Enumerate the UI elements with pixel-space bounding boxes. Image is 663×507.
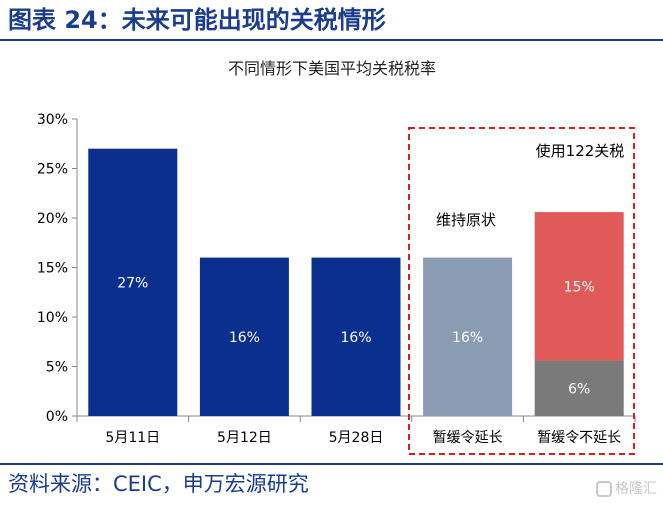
- annotations: 使用122关税 维持原状: [408, 127, 635, 455]
- bar-segment: [423, 257, 513, 416]
- x-tick-label: 5月28日: [329, 430, 384, 446]
- axes: 0% 5% 10% 15% 20% 25% 30% 5月11日 5月12日 5月28日 暂缓令延长 暂…: [37, 112, 636, 446]
- bar-segment: [199, 257, 289, 416]
- bar-segment: [88, 148, 178, 416]
- x-tick-label: 5月11日: [105, 430, 160, 446]
- figure-title: 图表 24：未来可能出现的关税情形: [8, 6, 386, 34]
- watermark-logo-icon: [596, 481, 612, 497]
- y-tick-label: 5%: [46, 360, 68, 376]
- x-tick-label: 暂缓令延长: [433, 430, 503, 446]
- bar-segment: [534, 360, 624, 416]
- watermark-text: 格隆汇: [615, 481, 657, 497]
- x-tick-label: 5月12日: [217, 430, 272, 446]
- scenario-dashed-box: [408, 127, 635, 455]
- y-tick-label: 10%: [37, 310, 68, 326]
- y-tick-label: 25%: [37, 162, 68, 178]
- y-tick-label: 0%: [46, 409, 68, 425]
- y-tick-label: 15%: [37, 261, 68, 277]
- y-tick-label: 30%: [37, 112, 68, 128]
- bar-chart: 不同情形下美国平均关税税率 0% 5% 10% 15% 20% 25% 30% 5月11日 5月…: [37, 59, 636, 455]
- watermark: 格隆汇: [596, 477, 657, 501]
- bar-segment: [311, 257, 401, 416]
- source-note: 资料来源：CEIC，申万宏源研究: [8, 472, 309, 496]
- y-tick-label: 20%: [37, 211, 68, 227]
- source-rule: [0, 463, 663, 465]
- data-label: 16%: [340, 330, 371, 346]
- data-label: 15%: [564, 279, 595, 295]
- bars: 27% 16% 16% 16% 6% 15%: [88, 148, 624, 416]
- bar-segment: [534, 212, 624, 361]
- x-tick-label: 暂缓令不延长: [537, 430, 621, 446]
- annotation-use-122-tariff: 使用122关税: [536, 142, 625, 160]
- chart-title: 不同情形下美国平均关税税率: [228, 59, 436, 78]
- data-label: 27%: [117, 275, 148, 291]
- title-rule: [0, 39, 663, 41]
- data-label: 16%: [452, 330, 483, 346]
- data-label: 6%: [568, 381, 590, 397]
- annotation-maintain-status: 维持原状: [436, 211, 496, 229]
- data-label: 16%: [229, 330, 260, 346]
